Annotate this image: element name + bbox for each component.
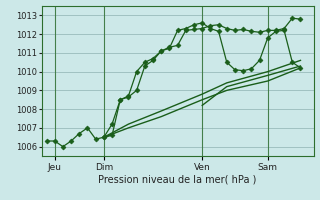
X-axis label: Pression niveau de la mer( hPa ): Pression niveau de la mer( hPa ) (99, 175, 257, 185)
